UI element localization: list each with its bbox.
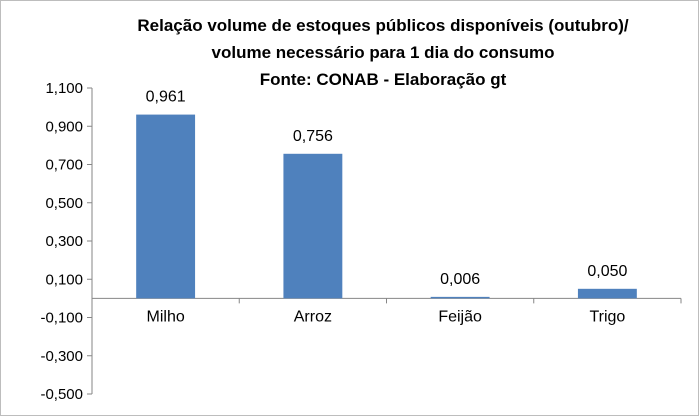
category-label: Trigo bbox=[589, 308, 625, 325]
category-label: Milho bbox=[147, 308, 185, 325]
chart-title-line-2: volume necessário para 1 dia do consumo bbox=[212, 43, 555, 62]
y-tick-label: 0,900 bbox=[45, 118, 83, 135]
data-label: 0,050 bbox=[587, 263, 627, 280]
y-tick-label: -0,100 bbox=[40, 310, 83, 327]
bar-trigo bbox=[577, 288, 637, 299]
chart-title-line-1: Relação volume de estoques públicos disp… bbox=[137, 16, 628, 35]
bar-milho bbox=[136, 114, 196, 299]
y-tick-label: -0,300 bbox=[40, 348, 83, 365]
category-label: Arroz bbox=[294, 308, 332, 325]
chart-title-line-3: Fonte: CONAB - Elaboração gt bbox=[260, 70, 507, 89]
labels: 0,961 Milho 0,756 Arroz 0,006 Feijão 0,050 Trig… bbox=[146, 89, 628, 326]
y-tick-label: 0,100 bbox=[45, 271, 83, 288]
y-tick-label: 1,100 bbox=[45, 80, 83, 97]
y-tick-label: 0,700 bbox=[45, 157, 83, 174]
axes: 1,100 0,900 0,700 0,500 0,300 0,100 -0,100 -0,3… bbox=[40, 80, 682, 403]
y-tick-label: 0,300 bbox=[45, 233, 83, 250]
data-label: 0,961 bbox=[146, 89, 186, 106]
bar-feijão bbox=[430, 296, 490, 299]
y-tick-label: -0,500 bbox=[40, 386, 83, 403]
category-label: Feijão bbox=[438, 308, 482, 325]
bar-arroz bbox=[283, 153, 343, 299]
data-label: 0,756 bbox=[293, 128, 333, 145]
data-label: 0,006 bbox=[440, 271, 480, 288]
y-tick-label: 0,500 bbox=[45, 195, 83, 212]
bars bbox=[136, 114, 637, 299]
chart-title: Relação volume de estoques públicos disp… bbox=[137, 16, 628, 89]
